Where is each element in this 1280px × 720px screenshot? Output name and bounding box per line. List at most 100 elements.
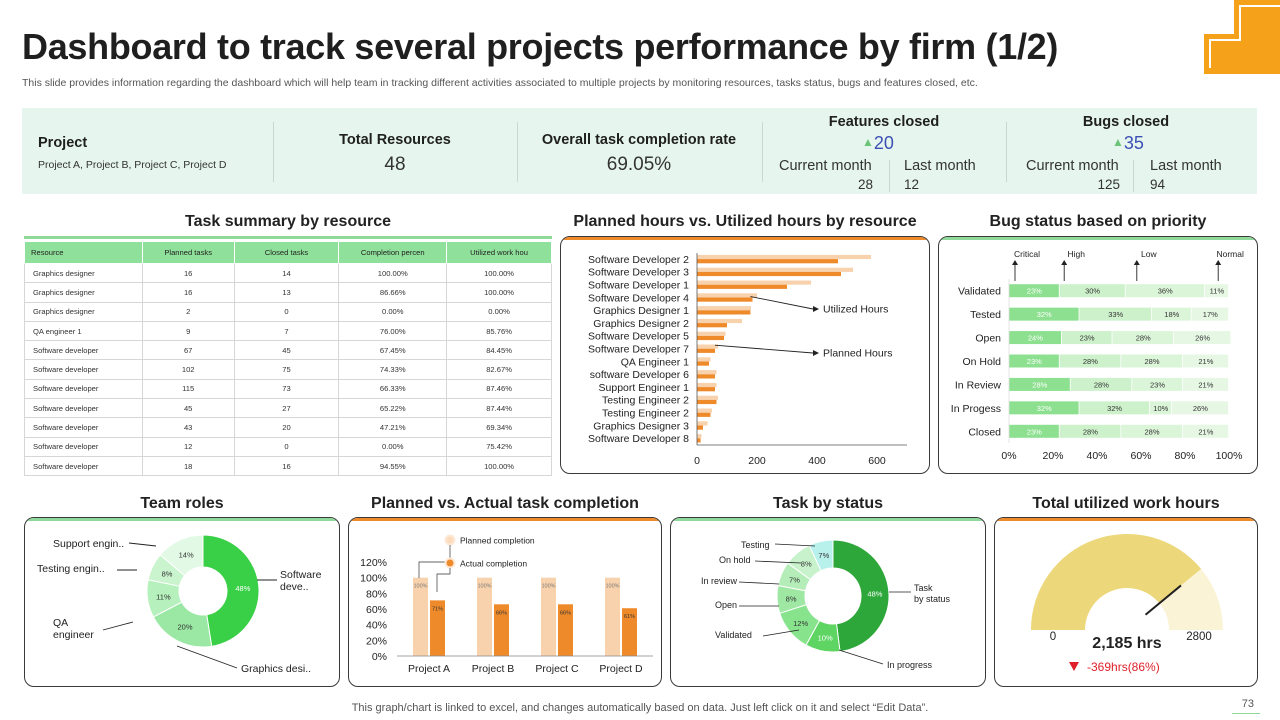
table-cell: Software developer <box>24 436 143 457</box>
features-last-value: 12 <box>904 177 920 192</box>
bugs-delta-value: 35 <box>1123 133 1144 153</box>
table-header-row: Resource Planned tasks Closed tasks Comp… <box>24 241 552 264</box>
utilized-bar <box>697 297 753 302</box>
x-tick-label: 80% <box>1174 450 1195 462</box>
table-cell: Software developer <box>24 417 143 438</box>
data-label: 11% <box>156 593 171 602</box>
panel-accent-line <box>671 518 985 521</box>
annotation-leader <box>750 296 814 310</box>
table-cell: 18 <box>141 455 235 477</box>
bug-bar-segment <box>1125 284 1204 298</box>
data-label: 33% <box>1108 310 1123 319</box>
table-body: Graphics designer 16 14 100.00% 100.00% Graph… <box>24 262 552 477</box>
data-label: 21% <box>1198 357 1213 366</box>
slice-label: Testing engin.. <box>37 563 105 575</box>
category-label: In Review <box>955 379 1002 391</box>
gauge-fill <box>1031 534 1202 630</box>
table-cell: Graphics designer <box>24 262 143 284</box>
data-label: 26% <box>1193 404 1208 413</box>
table-cell: 0.00% <box>446 301 552 322</box>
bug-status-panel: Critical High Low Normal Validated 23% 30% 36% 1… <box>938 236 1258 474</box>
bug-bar-segment <box>1059 354 1121 368</box>
utilized-bar <box>697 438 701 443</box>
table-cell: Software developer <box>24 398 143 419</box>
data-label: 28% <box>1094 380 1109 389</box>
data-label: 10% <box>1153 404 1168 413</box>
slice-label: In progress <box>887 660 933 670</box>
table-cell: 65.22% <box>338 398 448 419</box>
bug-bar-segment <box>1009 331 1061 345</box>
kpi-divider <box>762 122 763 182</box>
legend-label: Low <box>1141 249 1157 259</box>
table-cell: 82.67% <box>446 359 552 380</box>
slice-label: Open <box>715 600 737 610</box>
table-cell: Software developer <box>24 359 143 380</box>
y-tick-label: 60% <box>366 604 387 616</box>
kpi-divider <box>1006 122 1007 182</box>
bug-bar-segment <box>1174 331 1231 345</box>
table-cell: 100.00% <box>446 455 552 477</box>
category-label: Graphics Designer 3 <box>593 420 689 432</box>
data-label: 36% <box>1158 287 1173 296</box>
annotation-label: Planned Hours <box>823 348 892 360</box>
panel-accent-line <box>561 237 929 240</box>
data-label: 100% <box>413 584 427 590</box>
planned-bar <box>541 577 556 656</box>
category-label: Testing Engineer 2 <box>602 408 689 420</box>
data-label: 8% <box>786 595 797 604</box>
planned-bar <box>697 370 717 375</box>
data-label: 17% <box>1203 310 1218 319</box>
category-label: Graphics Designer 1 <box>593 305 689 317</box>
table-cell: 13 <box>233 282 340 303</box>
slice-label: Software <box>280 569 322 581</box>
x-tick-label: 200 <box>748 455 766 467</box>
table-cell: 27 <box>233 398 340 419</box>
category-label: Software Developer 1 <box>588 280 689 292</box>
slice-label: deve.. <box>280 581 309 593</box>
task-status-title: Task by status <box>773 495 883 512</box>
page-number-underline <box>1232 713 1260 714</box>
table-cell: 45 <box>141 398 235 419</box>
bug-bar-segment <box>1204 284 1229 298</box>
legend-marker <box>444 534 456 546</box>
table-cell: 14 <box>233 262 340 284</box>
category-label: QA Engineer 1 <box>621 356 689 368</box>
legend-label: Actual completion <box>460 559 527 569</box>
actual-bar <box>558 604 573 656</box>
bug-bar-segment <box>1182 354 1229 368</box>
table-cell: Graphics designer <box>24 282 143 303</box>
table-cell: 7 <box>233 320 340 342</box>
bug-bar-segment <box>1079 307 1152 321</box>
table-cell: 9 <box>141 320 235 342</box>
x-tick-label: 600 <box>868 455 886 467</box>
y-tick-label: 80% <box>366 588 387 600</box>
planned-bar <box>697 331 726 336</box>
table-cell: 43 <box>141 417 235 438</box>
x-tick-label: 100% <box>1216 450 1243 462</box>
data-label: 23% <box>1027 427 1042 436</box>
data-label: 26% <box>1195 334 1210 343</box>
slice-label: Task <box>914 583 933 593</box>
utilized-hours-panel: 0 2800 2,185 hrs -369hrs(86%) <box>994 517 1258 687</box>
bug-bar-segment <box>1112 331 1174 345</box>
gauge-delta-label: -369hrs(86%) <box>1087 660 1160 674</box>
data-label: 66% <box>560 610 571 616</box>
column-header: Planned tasks <box>141 241 235 264</box>
utilized-hours-gauge: 0 2800 2,185 hrs -369hrs(86%) <box>1031 534 1223 674</box>
planned-bar <box>697 344 718 349</box>
planned-bar <box>697 306 751 311</box>
table-cell: 0.00% <box>338 301 448 322</box>
table-cell: Software developer <box>24 340 143 361</box>
bug-status-chart: Critical High Low Normal Validated 23% 30% 36% 1… <box>951 249 1244 462</box>
x-tick-label: 60% <box>1130 450 1151 462</box>
panel-accent-line <box>995 518 1257 521</box>
table-cell: 115 <box>141 378 235 400</box>
slice-label: by status <box>914 594 951 604</box>
annotation-arrowhead <box>813 306 819 312</box>
task-summary-underline <box>24 236 552 239</box>
data-label: 30% <box>1085 287 1100 296</box>
planned-bar <box>697 318 742 324</box>
table-row: Software developer 115 73 66.33% 87.46% <box>24 378 552 400</box>
